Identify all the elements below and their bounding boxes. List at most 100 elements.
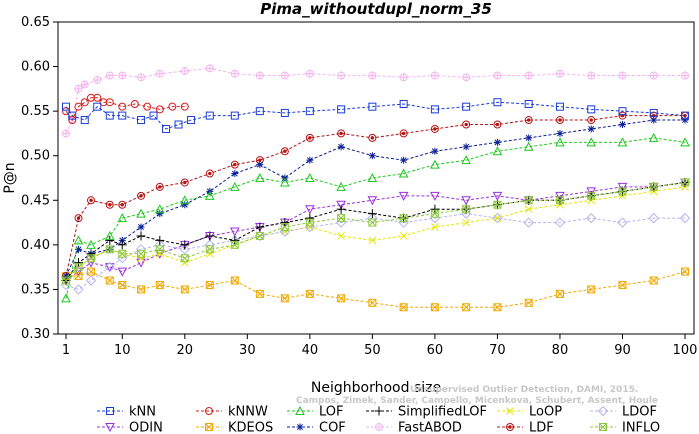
data-point-knn <box>649 108 658 117</box>
series-ldof <box>60 208 691 295</box>
data-point-loop <box>337 232 345 240</box>
data-point-cof <box>556 129 564 137</box>
data-point-lof <box>648 132 659 142</box>
legend-item-lof: LOF <box>287 405 344 420</box>
data-point-fastabod <box>80 80 89 89</box>
data-point-lof <box>254 172 265 182</box>
data-point-loop <box>368 236 377 245</box>
data-point-kdeos <box>105 276 114 285</box>
data-point-ldof <box>179 244 191 255</box>
data-point-odin <box>86 258 96 268</box>
legend-label-knnw: kNNW <box>228 405 268 420</box>
data-point-fastabod <box>524 71 533 80</box>
data-point-lof <box>523 141 534 151</box>
y-tick-label: 0.55 <box>21 104 50 119</box>
data-point-lof <box>136 208 146 218</box>
data-point-lof <box>117 213 128 223</box>
data-point-cof <box>306 156 314 164</box>
data-point-kdeos <box>337 294 346 303</box>
data-point-kdeos <box>618 280 627 289</box>
data-point-knn <box>399 100 408 109</box>
data-point-inflo <box>180 254 189 263</box>
data-point-ldof <box>554 217 566 228</box>
data-point-cof <box>256 161 264 169</box>
data-point-inflo <box>87 254 96 263</box>
data-point-kdeos <box>305 289 314 298</box>
data-point-lof <box>586 137 597 147</box>
data-point-knnw <box>105 98 114 107</box>
series-line-lof <box>65 137 686 299</box>
x-tick-label: 100 <box>673 343 698 358</box>
data-point-simplifiedlof <box>367 209 377 219</box>
legend-marker-ldof <box>597 405 609 417</box>
data-point-lof <box>229 181 240 191</box>
data-point-knnw <box>180 102 189 111</box>
plot-frame <box>57 21 695 335</box>
data-point-odin <box>336 200 346 210</box>
data-point-cof <box>681 116 689 124</box>
data-point-ldf <box>118 200 127 209</box>
data-point-ldf <box>587 116 596 125</box>
data-point-cof <box>137 223 145 231</box>
x-tick-label: 50 <box>364 343 381 358</box>
data-point-lof <box>280 177 290 187</box>
legend-item-ldof: LDOF <box>590 405 657 420</box>
y-tick-label: 0.30 <box>21 327 50 342</box>
data-point-inflo <box>587 191 596 200</box>
data-point-ldof <box>492 212 503 224</box>
data-point-ldf <box>524 116 533 125</box>
data-point-lof <box>680 137 690 147</box>
data-point-knn <box>368 102 377 111</box>
data-point-knn <box>137 116 146 125</box>
data-point-fastabod <box>62 129 70 138</box>
data-point-ldf <box>337 129 346 138</box>
data-point-knn <box>681 111 689 120</box>
data-point-ldf <box>105 200 114 209</box>
y-tick-label: 0.60 <box>21 60 50 75</box>
data-point-kdeos <box>118 280 127 289</box>
data-point-odin <box>229 227 240 237</box>
y-axis: 0.30 0.35 0.40 0.45 0.50 0.55 0.60 0.65 <box>21 15 58 342</box>
data-point-knn <box>280 108 289 117</box>
data-point-fastabod <box>74 84 83 93</box>
data-point-simplifiedlof <box>230 235 240 245</box>
series-inflo <box>62 178 689 285</box>
x-tick-label: 10 <box>114 343 131 358</box>
x-tick-label: 1 <box>62 343 70 358</box>
legend-marker-loop <box>506 407 514 415</box>
x-tick-label: 80 <box>552 343 569 358</box>
data-point-ldf <box>305 133 314 142</box>
data-point-odin <box>617 182 628 192</box>
data-point-cof <box>650 116 658 124</box>
data-point-loop <box>431 223 439 231</box>
data-point-knn <box>555 102 564 111</box>
data-point-ldf <box>87 196 96 205</box>
data-point-simplifiedlof <box>430 204 440 214</box>
data-point-ldf <box>280 147 289 156</box>
series-line-knnw <box>65 97 185 122</box>
x-tick-label: 90 <box>614 343 631 358</box>
data-point-kdeos <box>681 267 689 276</box>
data-point-ldof <box>523 217 534 228</box>
chart-title: Pima_withoutdupl_norm_35 <box>260 0 492 18</box>
data-point-inflo <box>618 187 627 196</box>
data-point-knn <box>430 105 439 114</box>
series-knn <box>62 98 689 133</box>
data-point-lof <box>492 146 503 156</box>
data-point-fastabod <box>155 69 164 78</box>
data-point-fastabod <box>305 69 314 78</box>
legend-marker-ldf <box>506 423 514 431</box>
data-point-inflo <box>255 231 264 240</box>
data-point-knn <box>305 107 314 116</box>
data-point-simplifiedlof <box>305 213 315 223</box>
legend-label-ldf: LDF <box>529 421 554 434</box>
data-point-simplifiedlof <box>86 249 96 259</box>
data-point-knnw <box>130 100 139 109</box>
data-point-odin <box>73 267 84 277</box>
data-point-inflo <box>305 218 314 227</box>
legend-label-ldof: LDOF <box>622 405 657 420</box>
data-point-odin <box>367 196 378 206</box>
data-point-fastabod <box>462 73 471 82</box>
legend-label-kdeos: KDEOS <box>228 421 273 434</box>
legend-label-cof: COF <box>319 421 346 434</box>
